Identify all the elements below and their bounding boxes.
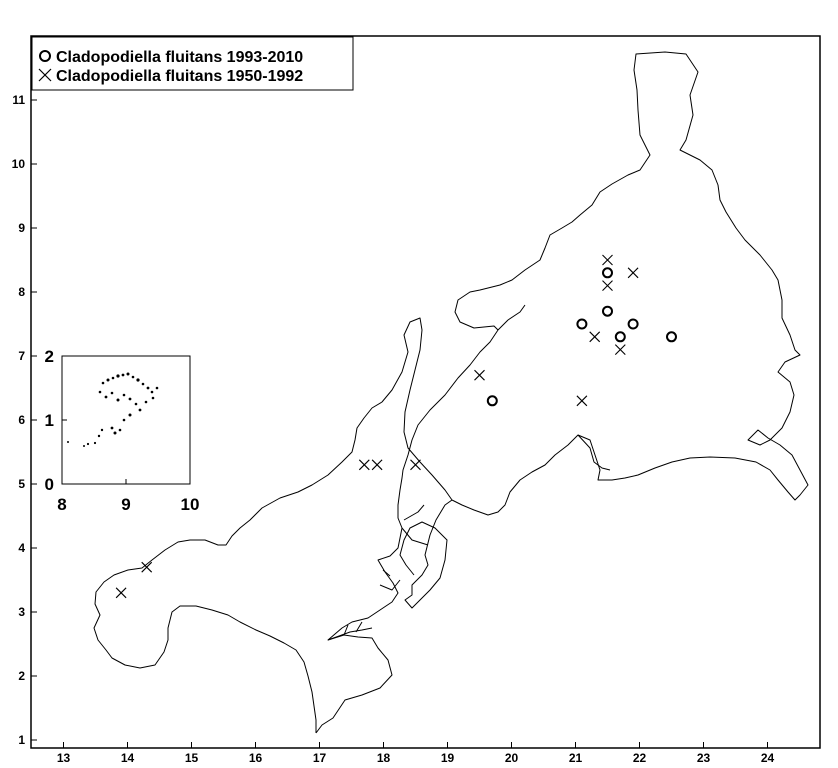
record-1993-2010-marker	[486, 395, 498, 407]
x-tick-label: 19	[441, 751, 455, 765]
y-tick-label: 1	[18, 733, 25, 747]
y-tick-label: 7	[18, 349, 25, 363]
x-tick-label: 24	[761, 751, 775, 765]
x-tick-label: 15	[185, 751, 199, 765]
legend: Cladopodiella fluitans 1993-2010 Cladopo…	[31, 36, 354, 91]
plot-frame	[30, 35, 821, 749]
inset-frame	[61, 355, 191, 485]
record-1993-2010-marker	[602, 267, 613, 279]
record-1993-2010-marker	[627, 318, 639, 330]
inset-x-tick-label: 8	[57, 495, 66, 514]
y-tick-label: 11	[12, 93, 25, 107]
record-1993-2010-marker	[602, 305, 613, 317]
data-markers	[115, 254, 677, 599]
x-tick-label: 20	[505, 751, 519, 765]
record-1950-1992-marker	[115, 587, 127, 599]
y-tick-label: 5	[18, 477, 25, 491]
inset-islands	[67, 372, 159, 447]
record-1950-1992-marker	[627, 267, 639, 279]
x-tick-label: 17	[313, 751, 327, 765]
legend-label-recent: Cladopodiella fluitans 1993-2010	[56, 49, 303, 66]
record-1950-1992-marker	[602, 280, 613, 291]
x-tick-label: 22	[633, 751, 647, 765]
coastline-outline	[93, 51, 809, 734]
record-1950-1992-marker	[141, 561, 153, 573]
legend-label-historic: Cladopodiella fluitans 1950-1992	[56, 68, 303, 85]
record-1950-1992-marker	[576, 395, 588, 407]
x-tick-label: 23	[697, 751, 711, 765]
y-tick-label: 4	[18, 541, 25, 555]
inset-map: 8 9 10 0 1 2	[45, 347, 200, 514]
x-axis: 13 14 15 16 17 18 19 20 21 22 23 24	[57, 742, 775, 765]
record-1950-1992-marker	[358, 459, 370, 471]
record-1950-1992-marker	[614, 344, 626, 355]
record-1950-1992-marker	[371, 459, 383, 471]
y-tick-label: 6	[18, 413, 25, 427]
y-tick-label: 9	[18, 221, 25, 235]
record-1993-2010-marker	[666, 331, 677, 343]
x-tick-label: 13	[57, 751, 71, 765]
legend-cross-marker	[38, 68, 52, 82]
record-1950-1992-marker	[589, 331, 601, 343]
record-1993-2010-marker	[614, 331, 626, 343]
x-tick-label: 18	[377, 751, 391, 765]
inset-x-tick-label: 9	[121, 495, 130, 514]
y-tick-label: 8	[18, 285, 25, 299]
inset-x-axis: 8 9 10	[57, 479, 199, 514]
record-1950-1992-marker	[410, 459, 421, 471]
legend-circle-marker	[39, 50, 51, 62]
y-tick-label: 2	[18, 669, 25, 683]
x-tick-label: 21	[569, 751, 583, 765]
inset-y-tick-label: 2	[45, 347, 54, 366]
inset-y-tick-label: 0	[45, 475, 54, 494]
inset-y-axis: 0 1 2	[45, 347, 67, 494]
inset-y-tick-label: 1	[45, 411, 54, 430]
y-tick-label: 3	[18, 605, 25, 619]
record-1950-1992-marker	[474, 369, 485, 381]
legend-box	[31, 36, 354, 91]
inset-x-tick-label: 10	[181, 495, 200, 514]
y-tick-label: 10	[12, 157, 26, 171]
estuary-lines	[327, 434, 611, 641]
y-axis: 1 2 3 4 5 6 7 8 9 10 11	[12, 93, 37, 747]
record-1950-1992-marker	[602, 254, 613, 266]
x-tick-label: 14	[121, 751, 135, 765]
x-tick-label: 16	[249, 751, 263, 765]
record-1993-2010-marker	[576, 318, 588, 330]
